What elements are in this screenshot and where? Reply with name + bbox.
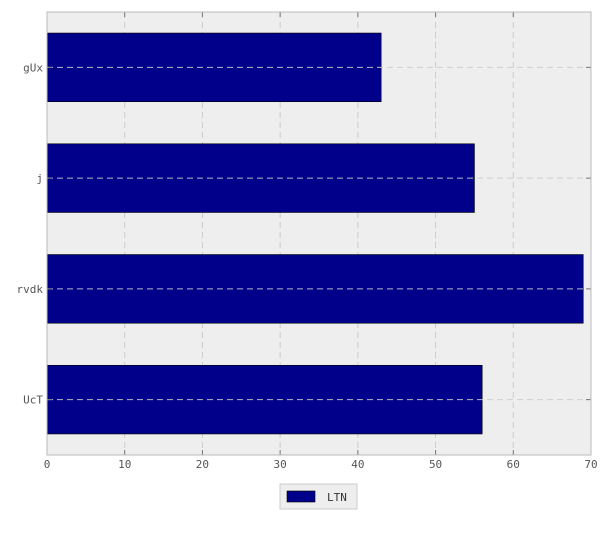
y-tick-label-gUx: gUx [23, 61, 43, 74]
tick-labels: 0 10 20 30 40 50 60 70 gUx j rvdk UcT [17, 61, 598, 471]
x-tick-label-4: 40 [351, 458, 364, 471]
x-tick-label-3: 30 [274, 458, 287, 471]
bar-rvdk [46, 254, 584, 324]
y-tick-label-UcT: UcT [23, 394, 43, 407]
x-tick-label-6: 60 [507, 458, 520, 471]
bars [46, 32, 591, 435]
x-tick-label-1: 10 [118, 458, 131, 471]
legend: LTN [279, 483, 358, 510]
x-tick-label-7: 70 [584, 458, 597, 471]
x-tick-label-5: 50 [429, 458, 442, 471]
x-tick-label-0: 0 [44, 458, 51, 471]
plot-frame [46, 11, 592, 456]
x-tick-label-2: 20 [196, 458, 209, 471]
y-tick-label-j: j [36, 172, 43, 185]
y-tick-label-rvdk: rvdk [17, 283, 44, 296]
bar-gUx [46, 32, 382, 103]
legend-label: LTN [327, 491, 347, 504]
legend-swatch [286, 490, 316, 503]
